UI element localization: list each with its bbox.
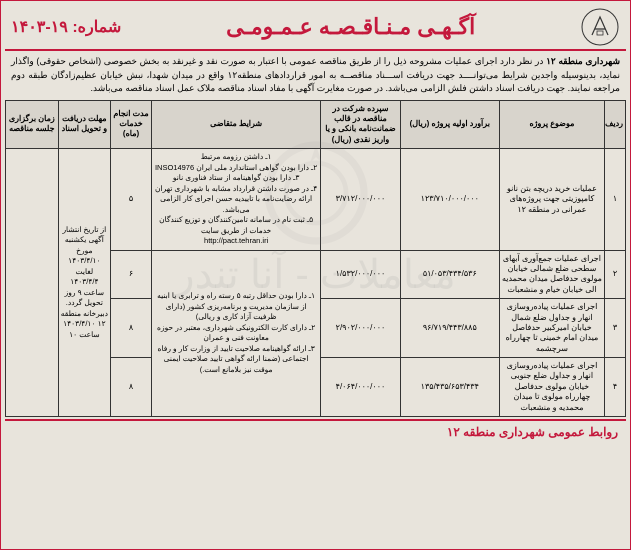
- cell-estimate: ۵۱/۰۵۳/۴۳۴/۵۳۶: [400, 250, 499, 299]
- cell-conditions: ۱ـ دارا بودن حداقل رتبه ۵ رسته راه و ترا…: [151, 250, 320, 416]
- cell-deposit: ۱/۵۳۲/۰۰۰/۰۰۰: [321, 250, 400, 299]
- table-row: ۱ عملیات خرید دریچه بتن نانو کامپوزیتی ج…: [6, 149, 626, 251]
- cond1-text: ۱ـ داشتن رزومه مرتبط ۲ـ دارا بودن گواهی …: [155, 152, 317, 235]
- cell-duration: ۵: [111, 149, 152, 251]
- notice-title: آگـهـی مـنـاقـصـه عـمـومـی: [121, 14, 580, 40]
- cell-estimate: ۱۲۳/۷۱۰/۰۰۰/۰۰۰: [400, 149, 499, 251]
- cell-n: ۴: [604, 358, 625, 417]
- cell-deposit: ۴/۰۶۴/۰۰۰/۰۰۰: [321, 358, 400, 417]
- intro-body: در نظر دارد اجرای عملیات مشروحه ذیل را ا…: [11, 56, 620, 93]
- tehran-municipality-logo: [580, 7, 620, 47]
- cell-duration: ۶: [111, 250, 152, 299]
- th-estimate: برآورد اولیه پروژه (ریال): [400, 100, 499, 149]
- cell-conditions: ۱ـ داشتن رزومه مرتبط ۲ـ دارا بودن گواهی …: [151, 149, 320, 251]
- tender-table: ردیف موضوع پروژه برآورد اولیه پروژه (ریا…: [5, 100, 626, 418]
- th-row: ردیف: [604, 100, 625, 149]
- th-duration: مدت انجام خدمات (ماه): [111, 100, 152, 149]
- table-header-row: ردیف موضوع پروژه برآورد اولیه پروژه (ریا…: [6, 100, 626, 149]
- cell-subject: عملیات خرید دریچه بتن نانو کامپوزیتی جهت…: [499, 149, 604, 251]
- th-session: زمان برگزاری جلسه مناقصه: [6, 100, 59, 149]
- th-conditions: شرایط متقاضی: [151, 100, 320, 149]
- th-deposit: سپرده شرکت در مناقصه در قالب ضمانت‌نامه …: [321, 100, 400, 149]
- cell-estimate: ۱۳۵/۴۳۵/۶۵۳/۴۳۴: [400, 358, 499, 417]
- cell-deadline: از تاریخ انتشار آگهی یکشنبه مورخ ۱۴۰۳/۴/…: [58, 149, 111, 417]
- cell-subject: اجرای عملیات پیاده‌روسازی انهار و جداول …: [499, 299, 604, 358]
- cell-session: [6, 149, 59, 417]
- footer-text: روابط عمومی شهرداری منطقه ۱۲: [5, 419, 626, 443]
- cell-n: ۲: [604, 250, 625, 299]
- cell-n: ۱: [604, 149, 625, 251]
- th-subject: موضوع پروژه: [499, 100, 604, 149]
- org-name: شهرداری منطقه ۱۲: [546, 56, 620, 66]
- notice-number: شماره: ۱۹-۱۴۰۳: [11, 17, 121, 37]
- cell-duration: ۸: [111, 299, 152, 358]
- th-deadline: مهلت دریافت و تحویل اسناد: [58, 100, 111, 149]
- cell-subject: اجرای عملیات جمع‌آوری آبهای سطحی ضلع شما…: [499, 250, 604, 299]
- tender-notice: آگـهـی مـنـاقـصـه عـمـومـی شماره: ۱۹-۱۴۰…: [0, 0, 631, 550]
- cell-duration: ۸: [111, 358, 152, 417]
- cell-n: ۳: [604, 299, 625, 358]
- header: آگـهـی مـنـاقـصـه عـمـومـی شماره: ۱۹-۱۴۰…: [5, 5, 626, 51]
- cell-deposit: ۳/۷۱۲/۰۰۰/۰۰۰: [321, 149, 400, 251]
- intro-text: شهرداری منطقه ۱۲ در نظر دارد اجرای عملیا…: [5, 51, 626, 100]
- cond-url: http://pact.tehran.iri: [204, 236, 268, 247]
- cell-deposit: ۲/۹۰۲/۰۰۰/۰۰۰: [321, 299, 400, 358]
- cell-subject: اجرای عملیات پیاده‌روسازی انهار و جداول …: [499, 358, 604, 417]
- cell-estimate: ۹۶/۷۱۹/۴۴۳/۸۸۵: [400, 299, 499, 358]
